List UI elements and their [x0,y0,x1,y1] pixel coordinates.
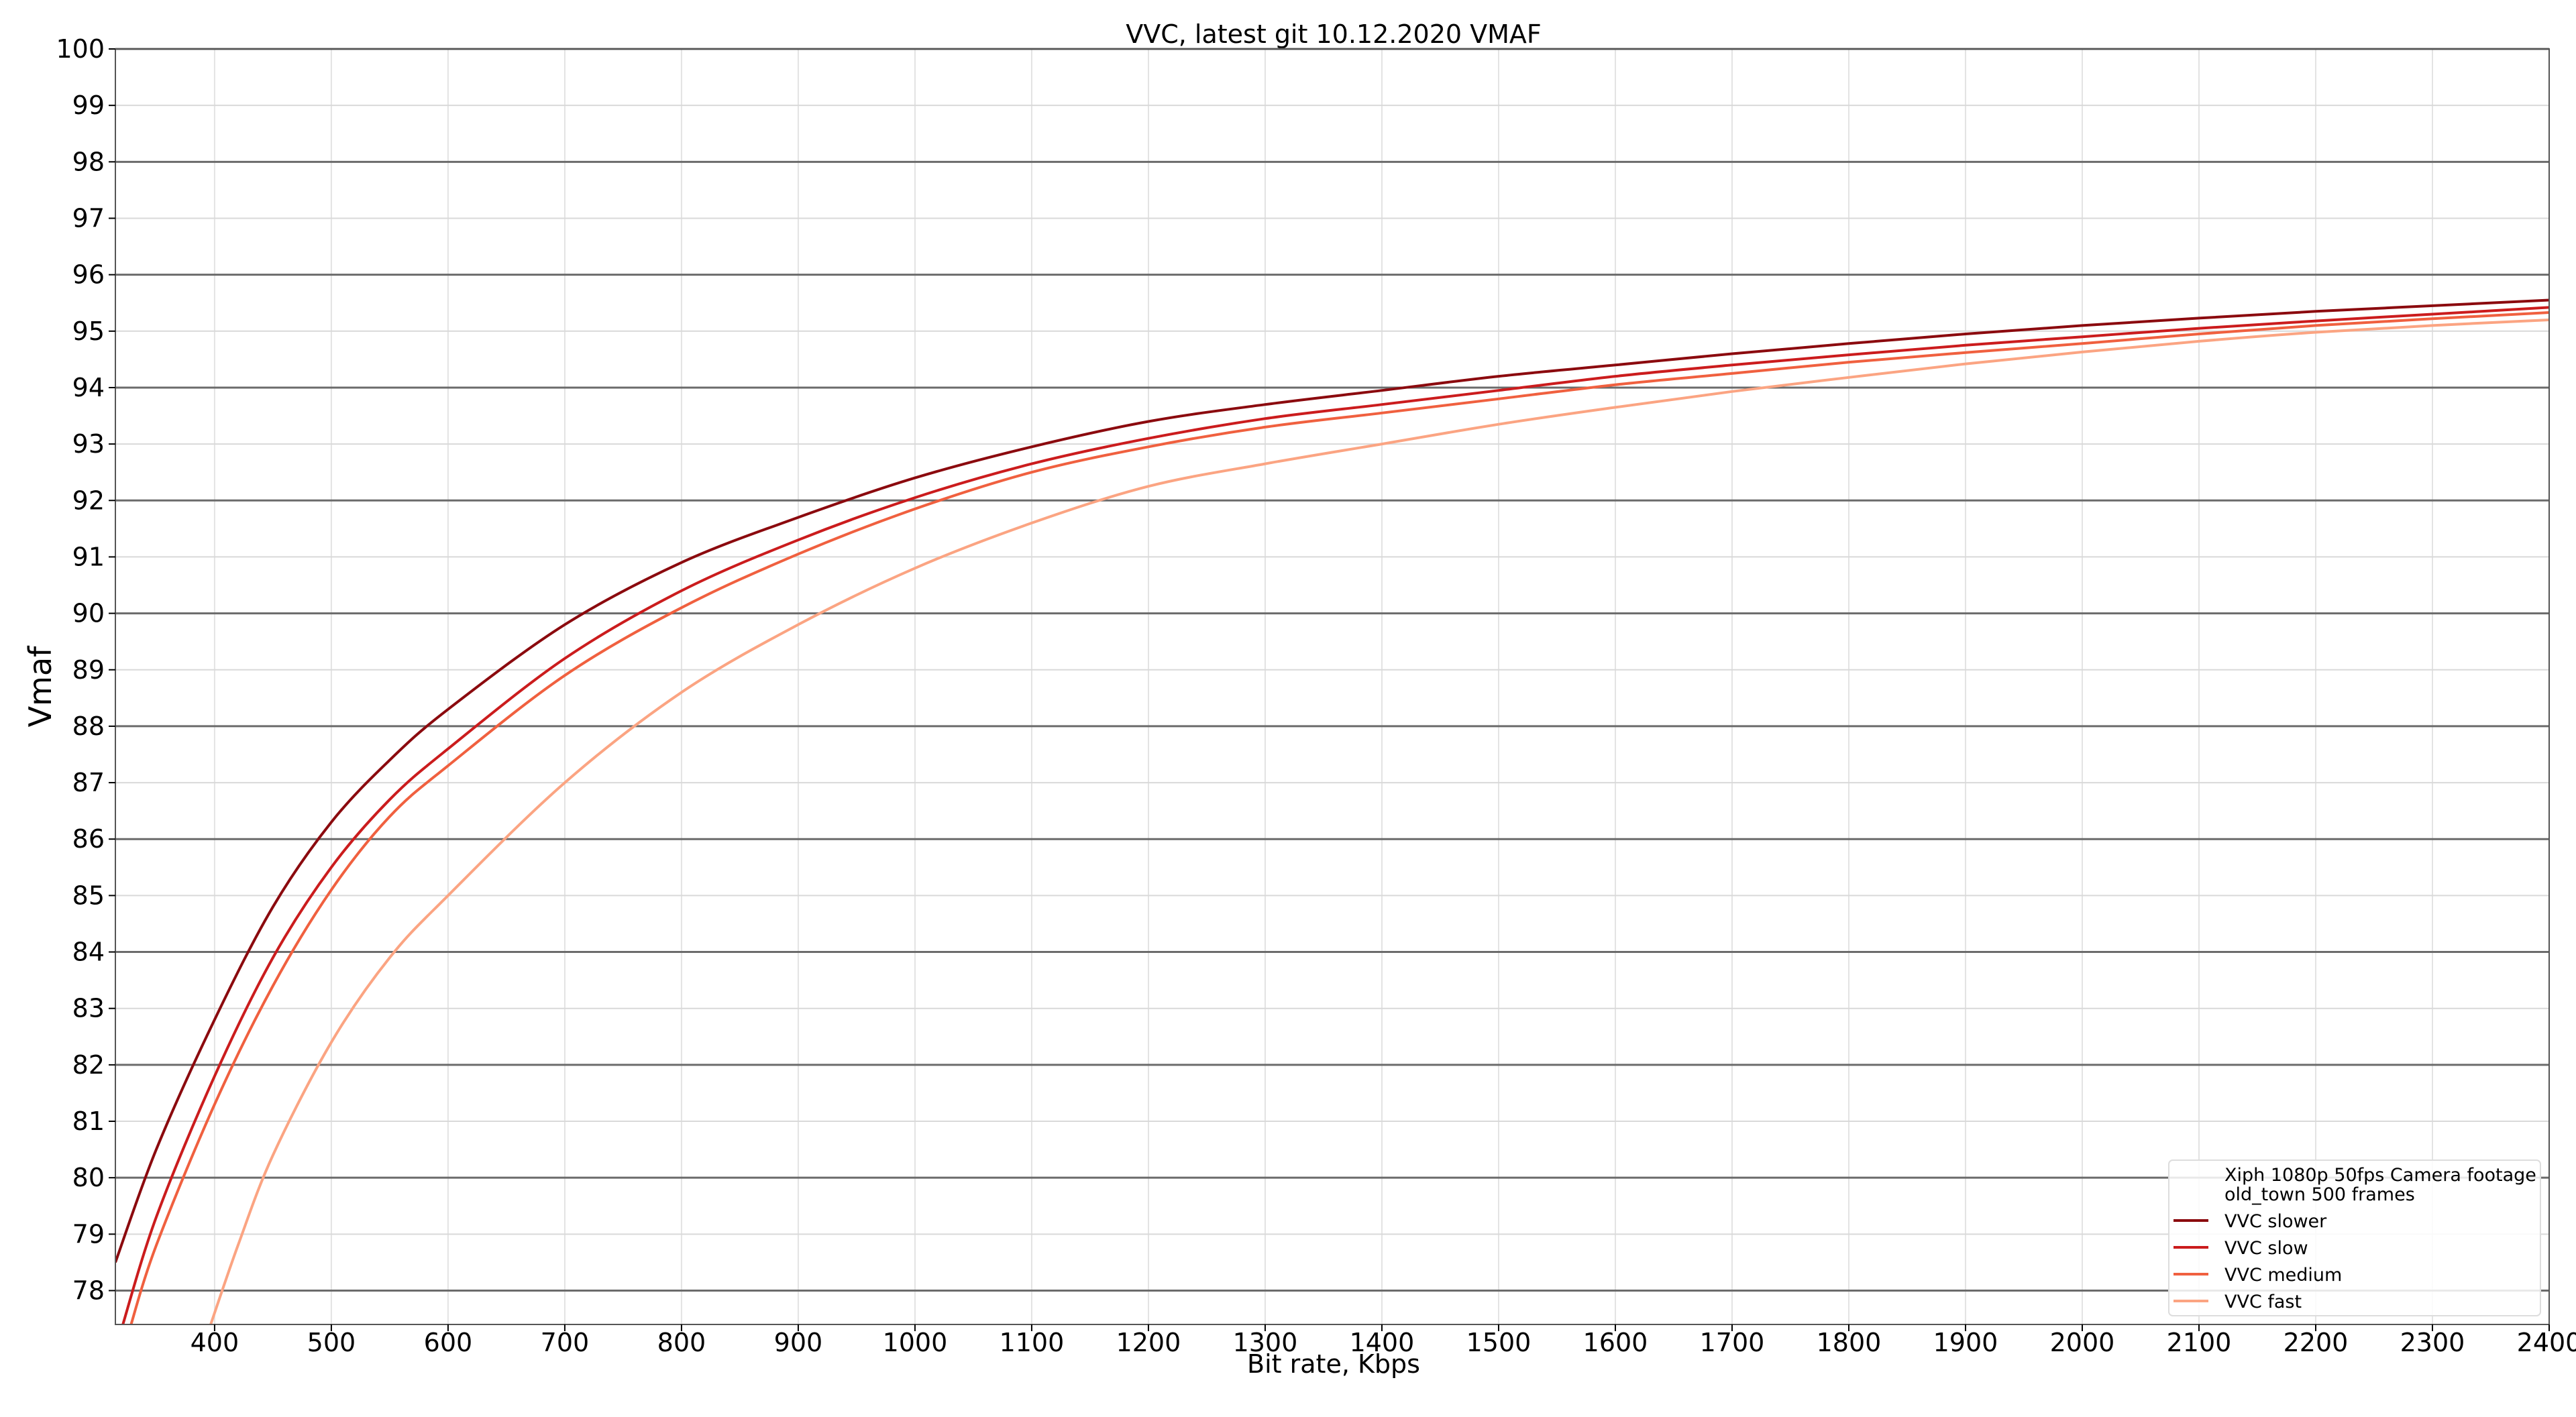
y-tick-label: 98 [72,147,105,176]
y-tick-label: 94 [72,373,105,402]
x-tick-label: 1200 [1116,1328,1181,1357]
series-line-vvc-slow [121,306,2549,1324]
chart-title: VVC, latest git 10.12.2020 VMAF [1126,19,1542,49]
y-tick-label: 78 [72,1276,105,1306]
y-tick-label: 92 [72,486,105,515]
y-tick-label: 91 [72,542,105,571]
series-line-vvc-medium [129,311,2549,1324]
x-tick-label: 800 [657,1328,706,1357]
y-tick-label: 85 [72,881,105,910]
legend-header-line-2: old_town 500 frames [2224,1184,2415,1205]
x-tick-label: 2200 [2284,1328,2349,1357]
plot-frame [115,48,2550,1325]
x-tick-label: 1400 [1350,1328,1415,1357]
legend-header-line-1: Xiph 1080p 50fps Camera footage [2224,1165,2536,1186]
x-tick-label: 1100 [1000,1328,1065,1357]
plot-series [115,298,2549,1324]
x-tick-label: 500 [307,1328,356,1357]
y-tick-label: 87 [72,768,105,797]
y-tick-label: 88 [72,712,105,741]
x-tick-label: 2000 [2050,1328,2115,1357]
y-tick-label: 84 [72,938,105,967]
legend-box [2168,1159,2541,1316]
legend-entry-label: VVC medium [2224,1265,2342,1286]
y-tick-label: 82 [72,1050,105,1080]
x-tick-label: 1500 [1466,1328,1532,1357]
y-tick-label: 97 [72,203,105,233]
series-line-vvc-slower [115,298,2549,1263]
series-line-vvc-fast [209,319,2549,1324]
legend: Xiph 1080p 50fps Camera footage old_town… [2168,1159,2541,1316]
y-tick-label: 90 [72,599,105,628]
y-tick-label: 81 [72,1107,105,1136]
legend-entry-label: VVC fast [2224,1292,2302,1312]
x-tick-label: 1900 [1933,1328,1998,1357]
grid [115,48,2550,1324]
x-tick-label: 2400 [2517,1328,2576,1357]
x-tick-label: 400 [191,1328,239,1357]
axis-ticks: 400 500 600 700 800 900 1000 1100 1200 1300 1400 15… [56,34,2576,1357]
x-tick-label: 1000 [883,1328,948,1357]
y-tick-label: 80 [72,1163,105,1192]
y-tick-label: 93 [72,429,105,459]
y-tick-label: 83 [72,994,105,1023]
y-tick-label: 96 [72,260,105,290]
y-tick-label: 86 [72,824,105,854]
legend-entry-label: VVC slower [2224,1211,2327,1232]
legend-entry-label: VVC slow [2224,1238,2308,1259]
x-tick-label: 600 [424,1328,473,1357]
y-tick-label: 79 [72,1219,105,1249]
y-tick-label: 100 [56,34,105,64]
x-tick-label: 700 [541,1328,590,1357]
x-tick-label: 900 [774,1328,823,1357]
y-tick-label: 95 [72,317,105,346]
x-tick-label: 2300 [2400,1328,2465,1357]
x-tick-label: 1700 [1700,1328,1765,1357]
x-tick-label: 1800 [1817,1328,1882,1357]
x-axis-label: Bit rate, Kbps [1247,1349,1420,1379]
x-tick-label: 1300 [1233,1328,1298,1357]
y-tick-label: 99 [72,91,105,120]
y-axis-label: Vmaf [22,645,58,727]
y-tick-label: 89 [72,655,105,685]
x-tick-label: 2100 [2167,1328,2232,1357]
x-tick-label: 1600 [1583,1328,1648,1357]
